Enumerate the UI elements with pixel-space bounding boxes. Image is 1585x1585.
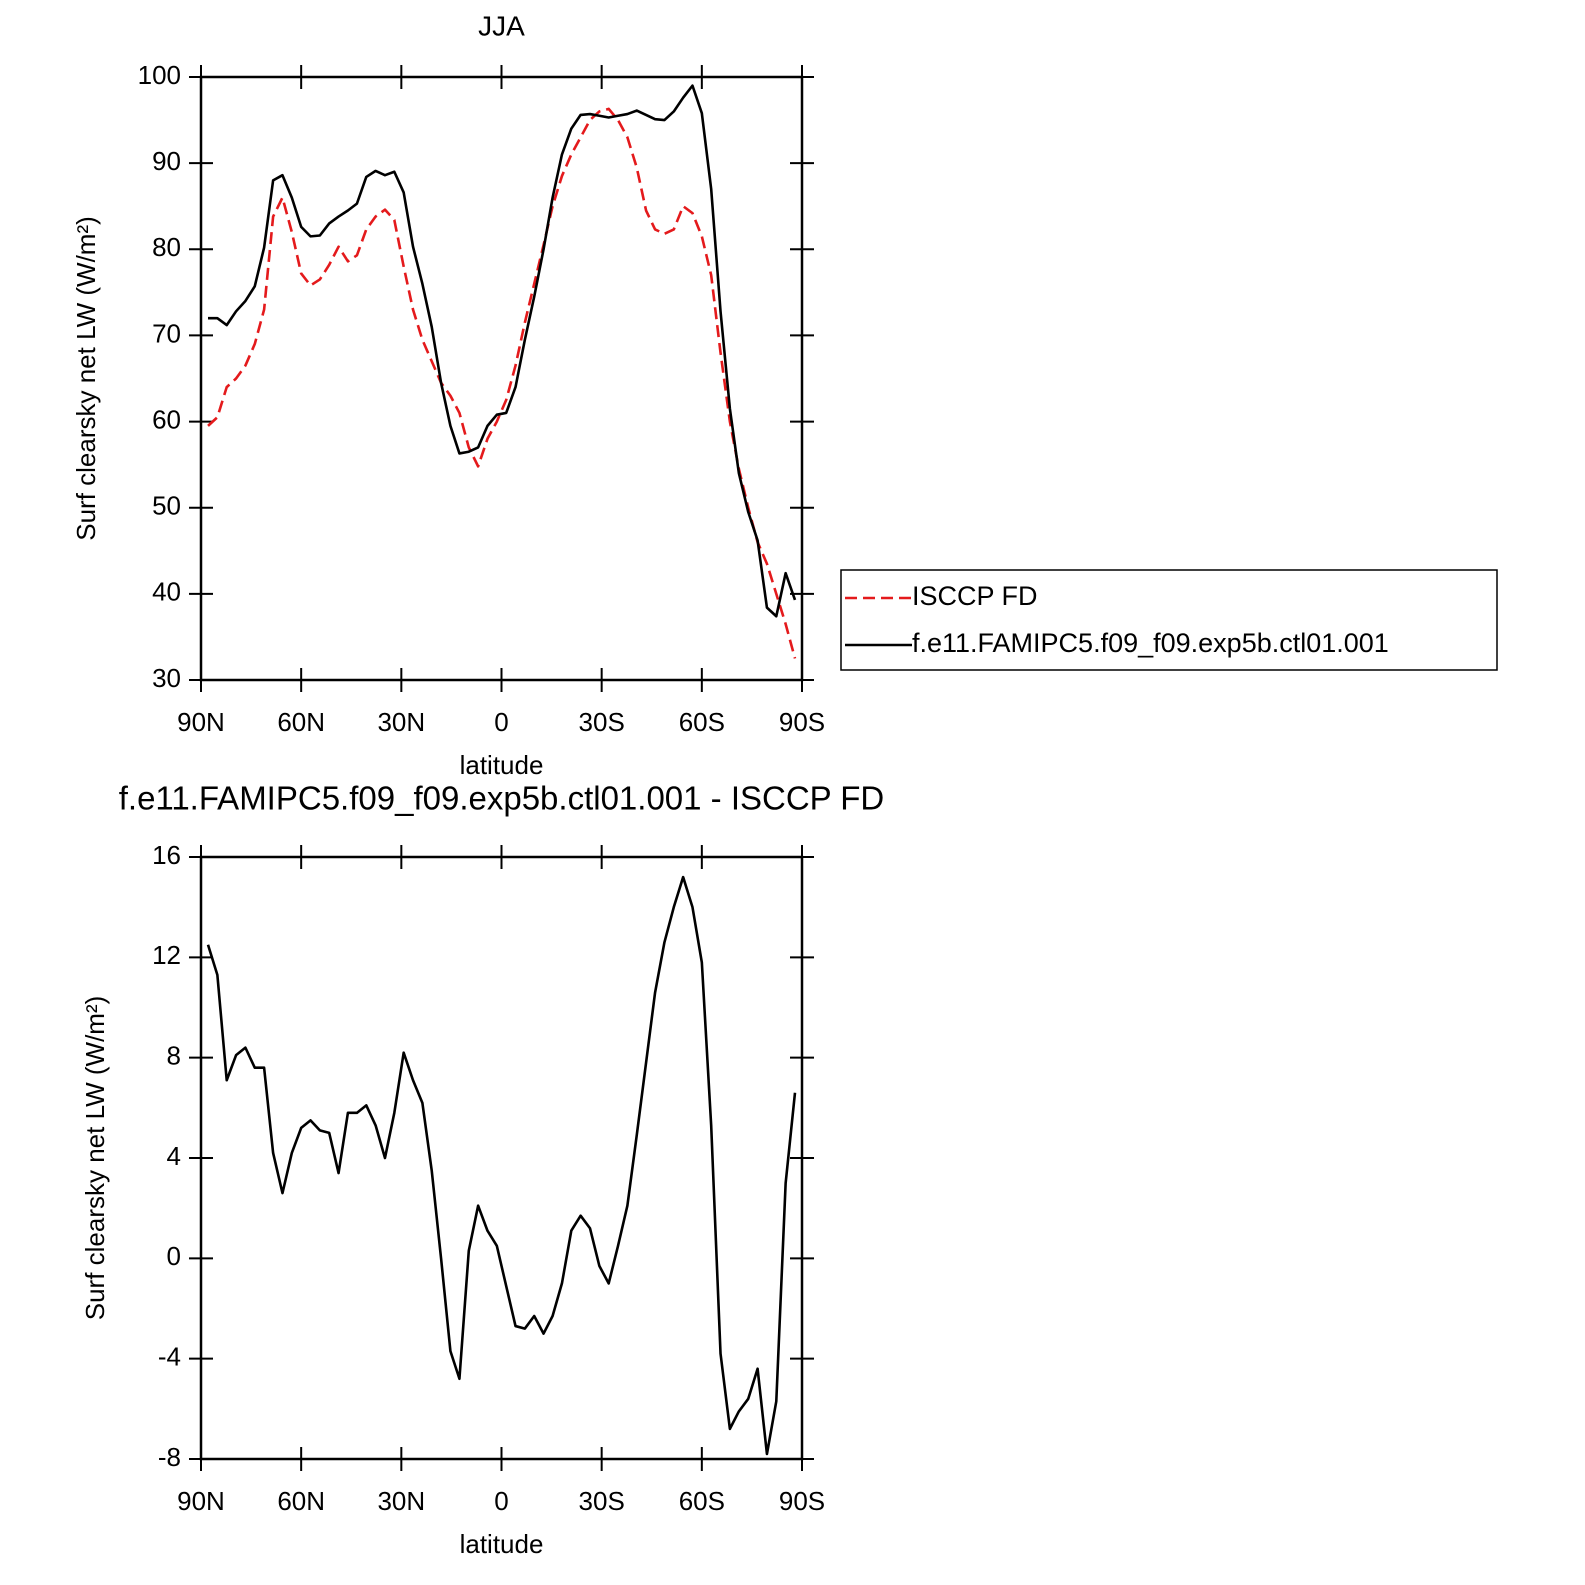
x-tick-label: 60S xyxy=(679,1486,725,1516)
chart-title: f.e11.FAMIPC5.f09_f09.exp5b.ctl01.001 - … xyxy=(119,780,885,817)
x-tick-label: 90N xyxy=(177,707,225,737)
y-tick-label: 4 xyxy=(167,1141,181,1171)
data-line xyxy=(206,875,797,1456)
y-tick-label: 30 xyxy=(152,663,181,693)
y-tick-label: 40 xyxy=(152,577,181,607)
x-tick-label: 60N xyxy=(277,707,325,737)
x-tick-label: 90N xyxy=(177,1486,225,1516)
legend-label: ISCCP FD xyxy=(912,581,1038,611)
x-axis-label: latitude xyxy=(460,1529,544,1559)
y-tick-label: 70 xyxy=(152,318,181,348)
y-tick-label: 50 xyxy=(152,491,181,521)
plot-frame xyxy=(199,855,804,1461)
legend: ISCCP FD f.e11.FAMIPC5.f09_f09.exp5b.ctl0… xyxy=(840,569,1498,671)
y-tick-label: 80 xyxy=(152,232,181,262)
y-tick-label: 16 xyxy=(152,840,181,870)
x-tick-label: 30N xyxy=(377,707,425,737)
y-axis-label: Surf clearsky net LW (W/m²) xyxy=(71,216,101,541)
x-tick-label: 30N xyxy=(377,1486,425,1516)
y-tick-label: 8 xyxy=(167,1041,181,1071)
y-tick-label: 60 xyxy=(152,404,181,434)
y-tick-label: 90 xyxy=(152,146,181,176)
plot-frame xyxy=(199,75,804,682)
y-tick-label: 100 xyxy=(138,60,181,90)
x-tick-label: 60S xyxy=(679,707,725,737)
data-line xyxy=(208,84,797,618)
y-tick-label: -8 xyxy=(158,1442,181,1472)
x-tick-label: 90S xyxy=(779,1486,825,1516)
y-tick-label: 0 xyxy=(167,1241,181,1271)
legend-box xyxy=(840,569,1498,671)
y-tick-label: -4 xyxy=(158,1342,181,1372)
x-tick-label: 90S xyxy=(779,707,825,737)
legend-label: f.e11.FAMIPC5.f09_f09.exp5b.ctl01.001 xyxy=(912,628,1389,658)
data-line xyxy=(207,107,797,659)
y-tick-label: 12 xyxy=(152,940,181,970)
x-tick-label: 0 xyxy=(494,1486,508,1516)
x-axis-label: latitude xyxy=(460,750,544,780)
x-tick-label: 30S xyxy=(579,1486,625,1516)
x-tick-label: 0 xyxy=(494,707,508,737)
chart-title: JJA xyxy=(478,10,525,41)
y-axis-label: Surf clearsky net LW (W/m²) xyxy=(80,996,110,1321)
x-tick-label: 30S xyxy=(579,707,625,737)
x-tick-label: 60N xyxy=(277,1486,325,1516)
